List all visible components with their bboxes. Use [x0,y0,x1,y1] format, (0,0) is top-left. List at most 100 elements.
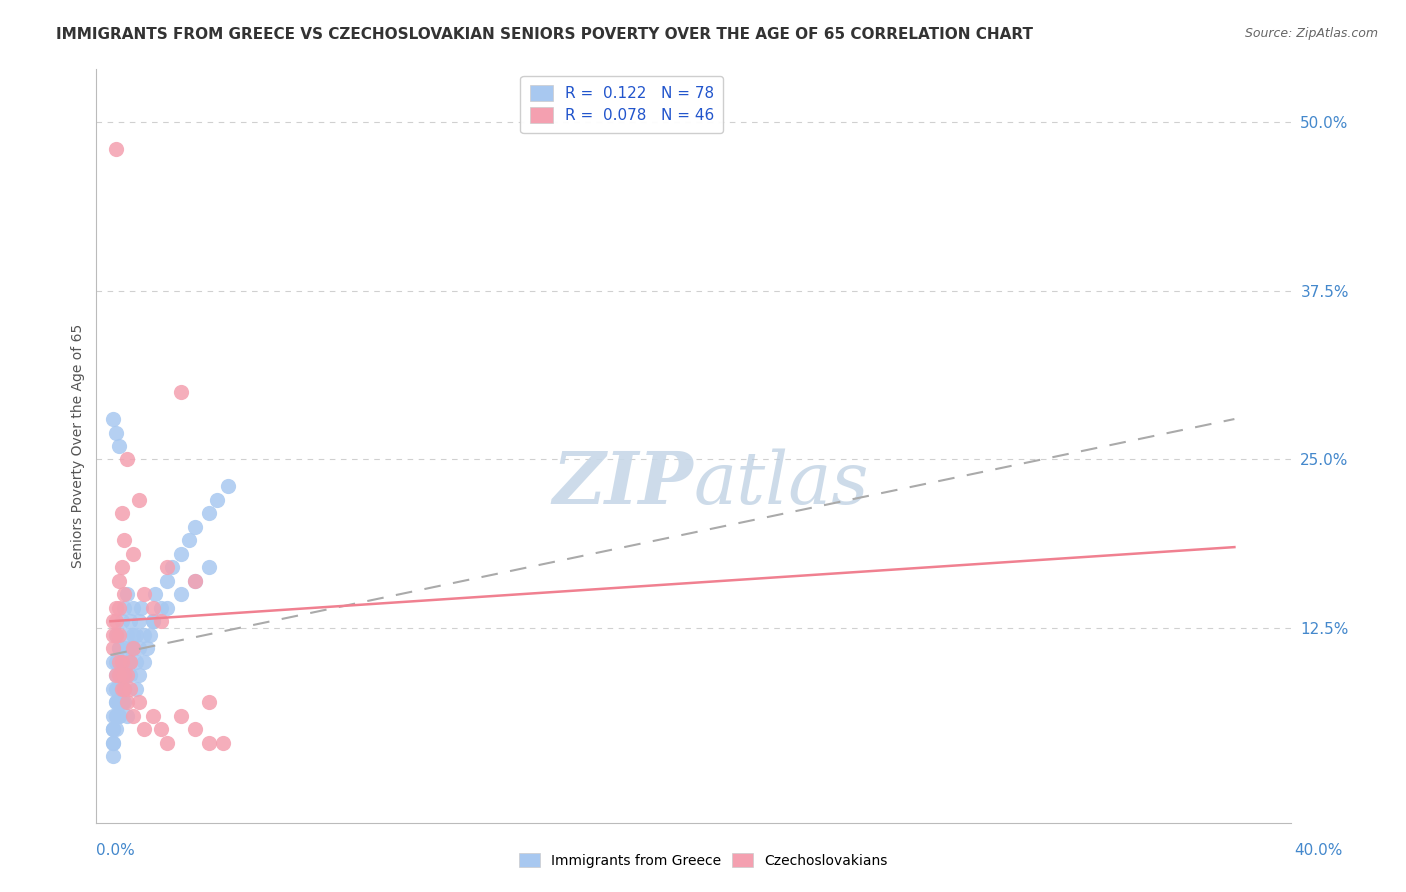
Point [114,668,136,682]
Point [183,574,205,588]
Point [134,655,156,669]
Point [105,722,128,736]
Point [105,695,128,709]
Point [134,628,156,642]
Point [128,614,150,628]
Point [177,533,200,548]
Point [108,695,131,709]
Point [197,560,219,574]
Point [114,600,136,615]
Point [149,722,172,736]
Point [183,722,205,736]
Point [114,587,136,601]
Text: 40.0%: 40.0% [1295,843,1343,858]
Point [111,655,134,669]
Point [105,655,128,669]
Point [114,641,136,656]
Point [120,614,142,628]
Point [131,600,153,615]
Point [134,722,156,736]
Point [105,668,128,682]
Point [114,681,136,696]
Text: 0.0%: 0.0% [96,843,135,858]
Text: Source: ZipAtlas.com: Source: ZipAtlas.com [1244,27,1378,40]
Point [103,736,125,750]
Point [105,628,128,642]
Point [114,681,136,696]
Point [103,708,125,723]
Point [114,695,136,709]
Text: atlas: atlas [693,449,869,519]
Point [141,708,163,723]
Point [205,492,228,507]
Point [211,736,233,750]
Point [103,681,125,696]
Point [122,600,145,615]
Point [117,695,139,709]
Point [111,560,134,574]
Point [111,695,134,709]
Point [103,412,125,426]
Point [117,708,139,723]
Point [169,708,191,723]
Point [111,655,134,669]
Point [122,708,145,723]
Text: IMMIGRANTS FROM GREECE VS CZECHOSLOVAKIAN SENIORS POVERTY OVER THE AGE OF 65 COR: IMMIGRANTS FROM GREECE VS CZECHOSLOVAKIA… [56,27,1033,42]
Point [108,600,131,615]
Point [111,681,134,696]
Point [105,708,128,723]
Point [117,628,139,642]
Legend: Immigrants from Greece, Czechoslovakians: Immigrants from Greece, Czechoslovakians [510,845,896,876]
Point [108,439,131,453]
Point [128,668,150,682]
Point [160,560,183,574]
Point [103,749,125,764]
Point [141,614,163,628]
Point [139,628,162,642]
Point [108,641,131,656]
Point [183,520,205,534]
Point [117,668,139,682]
Point [169,385,191,400]
Point [111,681,134,696]
Point [108,655,131,669]
Point [122,628,145,642]
Point [134,587,156,601]
Point [120,681,142,696]
Point [155,574,177,588]
Point [122,547,145,561]
Point [183,574,205,588]
Point [105,695,128,709]
Point [114,533,136,548]
Point [136,641,159,656]
Point [103,722,125,736]
Point [108,574,131,588]
Point [120,641,142,656]
Point [103,641,125,656]
Text: ZIP: ZIP [553,449,693,519]
Point [103,655,125,669]
Point [197,507,219,521]
Point [155,736,177,750]
Point [117,655,139,669]
Point [143,587,166,601]
Point [149,600,172,615]
Point [125,655,148,669]
Point [108,708,131,723]
Point [105,628,128,642]
Point [141,614,163,628]
Point [108,641,131,656]
Point [125,681,148,696]
Point [105,681,128,696]
Point [105,668,128,682]
Point [169,587,191,601]
Point [117,668,139,682]
Point [169,547,191,561]
Point [103,614,125,628]
Point [105,425,128,440]
Point [103,722,125,736]
Point [111,614,134,628]
Point [120,655,142,669]
Legend: R =  0.122   N = 78, R =  0.078   N = 46: R = 0.122 N = 78, R = 0.078 N = 46 [520,76,723,133]
Point [111,507,134,521]
